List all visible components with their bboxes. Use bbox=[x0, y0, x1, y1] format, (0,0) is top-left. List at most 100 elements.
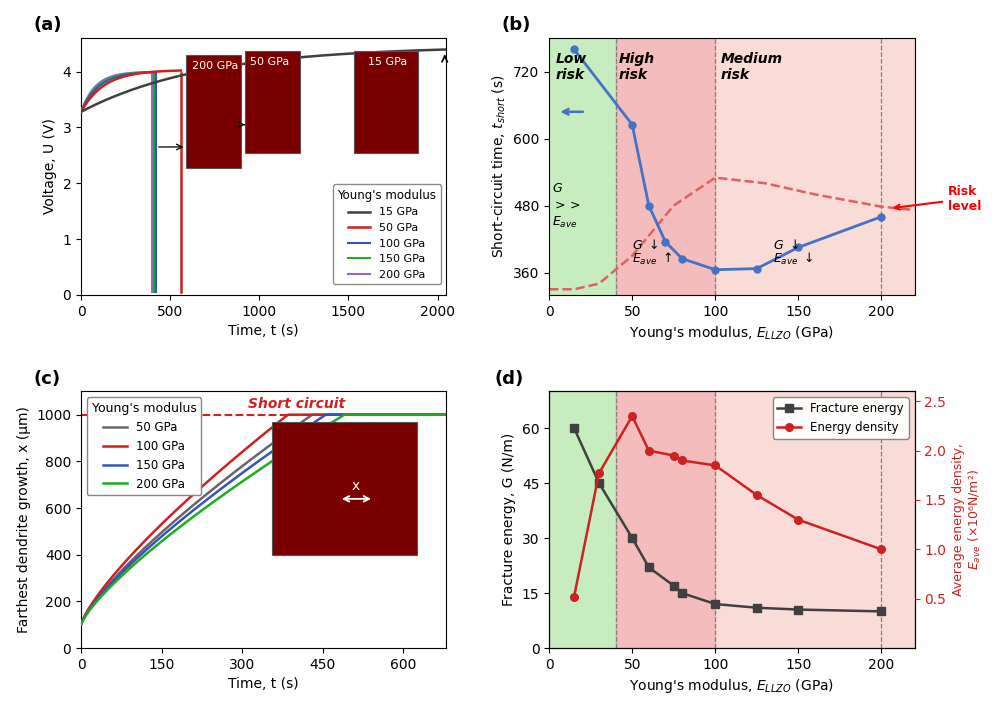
Energy density bbox=[792, 515, 804, 524]
100 GPa bbox=[430, 410, 442, 419]
Text: (a): (a) bbox=[34, 16, 62, 34]
Line: Fracture energy: Fracture energy bbox=[570, 424, 885, 615]
Text: x: x bbox=[352, 478, 360, 493]
50 GPa bbox=[75, 620, 87, 629]
150 GPa bbox=[243, 464, 255, 472]
Fracture energy bbox=[792, 605, 804, 614]
150 GPa bbox=[320, 410, 332, 419]
Fracture energy bbox=[668, 582, 680, 590]
Text: High
risk: High risk bbox=[619, 52, 655, 83]
50 GPa bbox=[253, 449, 265, 458]
100 GPa bbox=[75, 620, 87, 629]
100 GPa bbox=[430, 410, 442, 419]
Text: (d): (d) bbox=[494, 370, 524, 387]
Bar bbox=[715, 392, 915, 648]
Y-axis label: Fracture energy, G (N/m): Fracture energy, G (N/m) bbox=[502, 433, 516, 607]
Energy density bbox=[751, 491, 763, 499]
Bar bbox=[354, 51, 418, 152]
Energy density bbox=[668, 451, 680, 460]
150 GPa bbox=[75, 620, 87, 629]
Text: Short circuit: Short circuit bbox=[248, 397, 345, 411]
Legend: 15 GPa, 50 GPa, 100 GPa, 150 GPa, 200 GPa: 15 GPa, 50 GPa, 100 GPa, 150 GPa, 200 GP… bbox=[333, 184, 441, 284]
50 GPa bbox=[243, 456, 255, 465]
Y-axis label: Average energy density,
$E_{ave}$ (×10⁶N/m²): Average energy density, $E_{ave}$ (×10⁶N… bbox=[952, 443, 983, 596]
200 GPa bbox=[440, 410, 452, 419]
Text: 50 GPa: 50 GPa bbox=[250, 57, 290, 67]
150 GPa bbox=[94, 592, 106, 601]
Text: $E_{ave}$: $E_{ave}$ bbox=[552, 215, 578, 230]
X-axis label: Young's modulus, $E_{LLZO}$ (GPa): Young's modulus, $E_{LLZO}$ (GPa) bbox=[629, 677, 834, 696]
Line: Energy density: Energy density bbox=[570, 412, 885, 600]
Fracture energy bbox=[626, 534, 638, 543]
Fracture energy bbox=[875, 607, 887, 616]
Text: $G$ $\downarrow$: $G$ $\downarrow$ bbox=[632, 238, 658, 251]
100 GPa bbox=[363, 410, 375, 419]
Fracture energy bbox=[751, 604, 763, 612]
50 GPa bbox=[94, 591, 106, 600]
Bar bbox=[272, 422, 417, 555]
100 GPa bbox=[253, 434, 265, 442]
100 GPa bbox=[282, 410, 294, 419]
Bar bbox=[186, 55, 241, 167]
Fracture energy bbox=[643, 563, 655, 572]
200 GPa bbox=[243, 473, 255, 481]
Line: 100 GPa: 100 GPa bbox=[81, 414, 446, 624]
Fracture energy bbox=[709, 600, 721, 608]
200 GPa bbox=[430, 410, 442, 419]
Line: 200 GPa: 200 GPa bbox=[81, 414, 446, 624]
Bar bbox=[616, 38, 715, 295]
Fracture energy bbox=[568, 424, 580, 432]
100 GPa bbox=[440, 410, 452, 419]
Text: $G$: $G$ bbox=[552, 182, 564, 195]
Fracture energy bbox=[593, 478, 605, 487]
X-axis label: Young's modulus, $E_{LLZO}$ (GPa): Young's modulus, $E_{LLZO}$ (GPa) bbox=[629, 324, 834, 342]
Text: (b): (b) bbox=[502, 16, 531, 34]
Text: $E_{ave}$ $\downarrow$: $E_{ave}$ $\downarrow$ bbox=[773, 251, 814, 266]
Text: 15 GPa: 15 GPa bbox=[368, 57, 407, 67]
50 GPa bbox=[306, 410, 318, 419]
Legend: 50 GPa, 100 GPa, 150 GPa, 200 GPa: 50 GPa, 100 GPa, 150 GPa, 200 GPa bbox=[87, 397, 201, 496]
Bar bbox=[616, 392, 715, 648]
Text: $>>$: $>>$ bbox=[552, 199, 581, 212]
Energy density bbox=[709, 461, 721, 470]
Text: Low
risk: Low risk bbox=[556, 52, 587, 83]
Line: 150 GPa: 150 GPa bbox=[81, 414, 446, 624]
100 GPa bbox=[243, 442, 255, 451]
200 GPa bbox=[338, 410, 350, 419]
Energy density bbox=[568, 592, 580, 601]
Legend: Fracture energy, Energy density: Fracture energy, Energy density bbox=[773, 397, 909, 439]
200 GPa bbox=[75, 620, 87, 629]
Bar bbox=[245, 51, 300, 152]
50 GPa bbox=[430, 410, 442, 419]
Bar bbox=[715, 38, 915, 295]
Text: $E_{ave}$ $\uparrow$: $E_{ave}$ $\uparrow$ bbox=[632, 251, 673, 266]
Y-axis label: Farthest dendrite growth, x (μm): Farthest dendrite growth, x (μm) bbox=[17, 407, 31, 633]
50 GPa bbox=[430, 410, 442, 419]
150 GPa bbox=[253, 456, 265, 465]
Line: 50 GPa: 50 GPa bbox=[81, 414, 446, 624]
50 GPa bbox=[363, 410, 375, 419]
Text: Medium
risk: Medium risk bbox=[720, 52, 782, 83]
200 GPa bbox=[430, 410, 442, 419]
150 GPa bbox=[363, 410, 375, 419]
Energy density bbox=[875, 545, 887, 554]
Energy density bbox=[626, 412, 638, 420]
200 GPa bbox=[94, 594, 106, 602]
X-axis label: Time, t (s): Time, t (s) bbox=[228, 677, 299, 691]
X-axis label: Time, t (s): Time, t (s) bbox=[228, 324, 299, 338]
Y-axis label: Voltage, U (V): Voltage, U (V) bbox=[43, 119, 57, 214]
50 GPa bbox=[440, 410, 452, 419]
150 GPa bbox=[430, 410, 442, 419]
Fracture energy bbox=[676, 589, 688, 597]
Text: $G$ $\downarrow$: $G$ $\downarrow$ bbox=[773, 238, 799, 251]
150 GPa bbox=[440, 410, 452, 419]
Text: Risk
level: Risk level bbox=[895, 185, 981, 213]
100 GPa bbox=[94, 588, 106, 597]
200 GPa bbox=[363, 410, 375, 419]
Bar bbox=[549, 38, 616, 295]
200 GPa bbox=[253, 466, 265, 474]
Bar bbox=[549, 392, 616, 648]
Energy density bbox=[643, 446, 655, 455]
Text: 200 GPa: 200 GPa bbox=[192, 61, 238, 70]
Energy density bbox=[593, 469, 605, 478]
